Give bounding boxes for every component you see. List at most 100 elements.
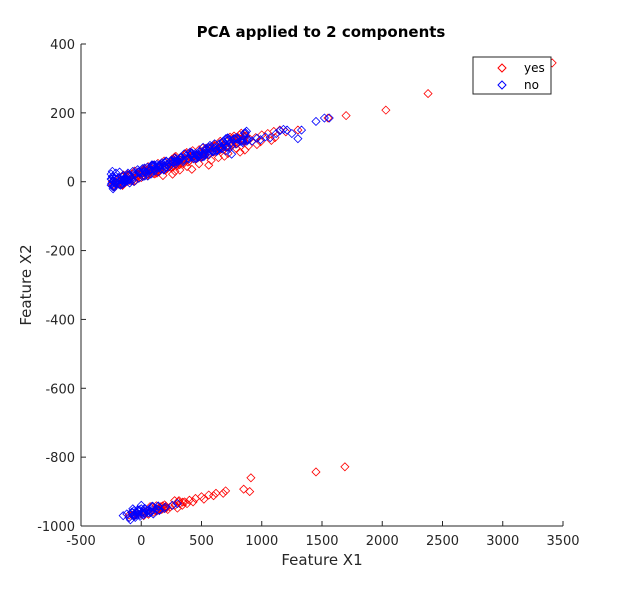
no-point — [125, 515, 135, 525]
no-point — [242, 135, 252, 145]
yes-point — [168, 169, 178, 179]
no-point — [154, 505, 164, 516]
yes-point — [199, 494, 209, 504]
no-point — [223, 133, 233, 143]
yes-point — [266, 135, 276, 145]
no-point — [271, 128, 281, 139]
yes-point — [240, 145, 250, 155]
no-point — [232, 132, 242, 142]
yes-point — [175, 165, 185, 175]
x-axis-label: Feature X1 — [281, 551, 362, 569]
y-tick-label: -400 — [45, 313, 75, 328]
no-point — [324, 113, 334, 123]
legend-label-no: no — [524, 78, 539, 92]
ticks-layer: -500 0 500 1000 1500 2000 2500 3000 3500-1000-80… — [37, 38, 579, 549]
yes-point — [177, 500, 187, 510]
no-point — [222, 142, 232, 152]
yes-point — [245, 487, 255, 497]
no-point — [160, 502, 170, 512]
yes-point — [218, 488, 228, 498]
no-point — [152, 504, 162, 514]
yes-point — [208, 491, 219, 501]
yes-point — [311, 467, 321, 477]
no-point — [136, 504, 146, 514]
no-point — [293, 134, 303, 144]
x-tick-label: 3000 — [486, 534, 519, 549]
no-point — [116, 175, 126, 185]
no-point — [134, 506, 144, 517]
no-point — [153, 167, 163, 177]
x-tick-label: 1500 — [305, 534, 338, 549]
no-point — [134, 173, 144, 183]
no-point — [135, 168, 145, 178]
y-tick-label: 0 — [67, 176, 75, 191]
no-point — [178, 155, 188, 165]
yes-point — [293, 125, 303, 135]
no-point — [221, 146, 231, 156]
no-point — [118, 511, 128, 521]
no-point — [130, 512, 140, 522]
points-layer — [106, 58, 557, 525]
yes-point — [246, 473, 256, 483]
no-point — [212, 145, 222, 155]
yes-point — [255, 137, 266, 147]
no-point — [147, 160, 157, 170]
y-tick-label: -200 — [45, 245, 75, 260]
yes-point — [204, 160, 214, 170]
y-tick-label: -600 — [45, 382, 75, 397]
no-point — [145, 508, 156, 518]
y-tick-label: 200 — [50, 107, 75, 122]
no-point — [193, 150, 203, 161]
no-point — [164, 159, 174, 169]
no-point — [227, 149, 237, 159]
yes-point — [188, 497, 198, 507]
yes-point — [341, 111, 351, 121]
legend-marker-no — [497, 80, 507, 90]
yes-point — [180, 497, 190, 507]
yes-point — [163, 504, 173, 515]
legend-box — [472, 56, 552, 95]
legend-label-yes: yes — [524, 61, 545, 75]
yes-point — [423, 89, 433, 99]
yes-point — [206, 155, 216, 165]
no-point — [241, 126, 252, 136]
no-point — [282, 125, 292, 135]
no-point — [136, 500, 146, 510]
no-point — [112, 177, 122, 187]
no-point — [146, 169, 156, 179]
no-point — [202, 148, 213, 158]
no-point — [140, 166, 150, 176]
no-point — [135, 511, 145, 521]
y-tick-label: 400 — [50, 38, 75, 53]
no-point — [169, 157, 179, 167]
no-point — [147, 501, 157, 511]
no-point — [188, 152, 198, 162]
no-point — [123, 168, 133, 178]
yes-point — [223, 148, 233, 159]
no-point — [237, 136, 248, 146]
yes-point — [340, 462, 350, 472]
no-point — [115, 180, 125, 190]
no-point — [278, 124, 289, 134]
no-point — [198, 149, 208, 159]
legend: yes no — [472, 56, 552, 95]
no-point — [148, 509, 158, 519]
no-point — [149, 164, 160, 174]
no-point — [235, 136, 245, 146]
no-point — [174, 156, 184, 166]
y-tick-label: -1000 — [37, 520, 75, 535]
no-point — [183, 153, 193, 163]
no-point — [157, 158, 167, 168]
y-axis-label: Feature X2 — [17, 244, 35, 325]
no-point — [311, 116, 321, 127]
no-point — [128, 166, 138, 176]
yes-point — [187, 164, 197, 174]
x-tick-label: 1000 — [245, 534, 278, 549]
yes-point — [239, 484, 249, 494]
no-point — [151, 163, 162, 173]
no-point — [145, 165, 155, 175]
yes-point — [323, 113, 333, 123]
legend-items: yes no — [497, 61, 545, 92]
no-point — [265, 133, 275, 143]
